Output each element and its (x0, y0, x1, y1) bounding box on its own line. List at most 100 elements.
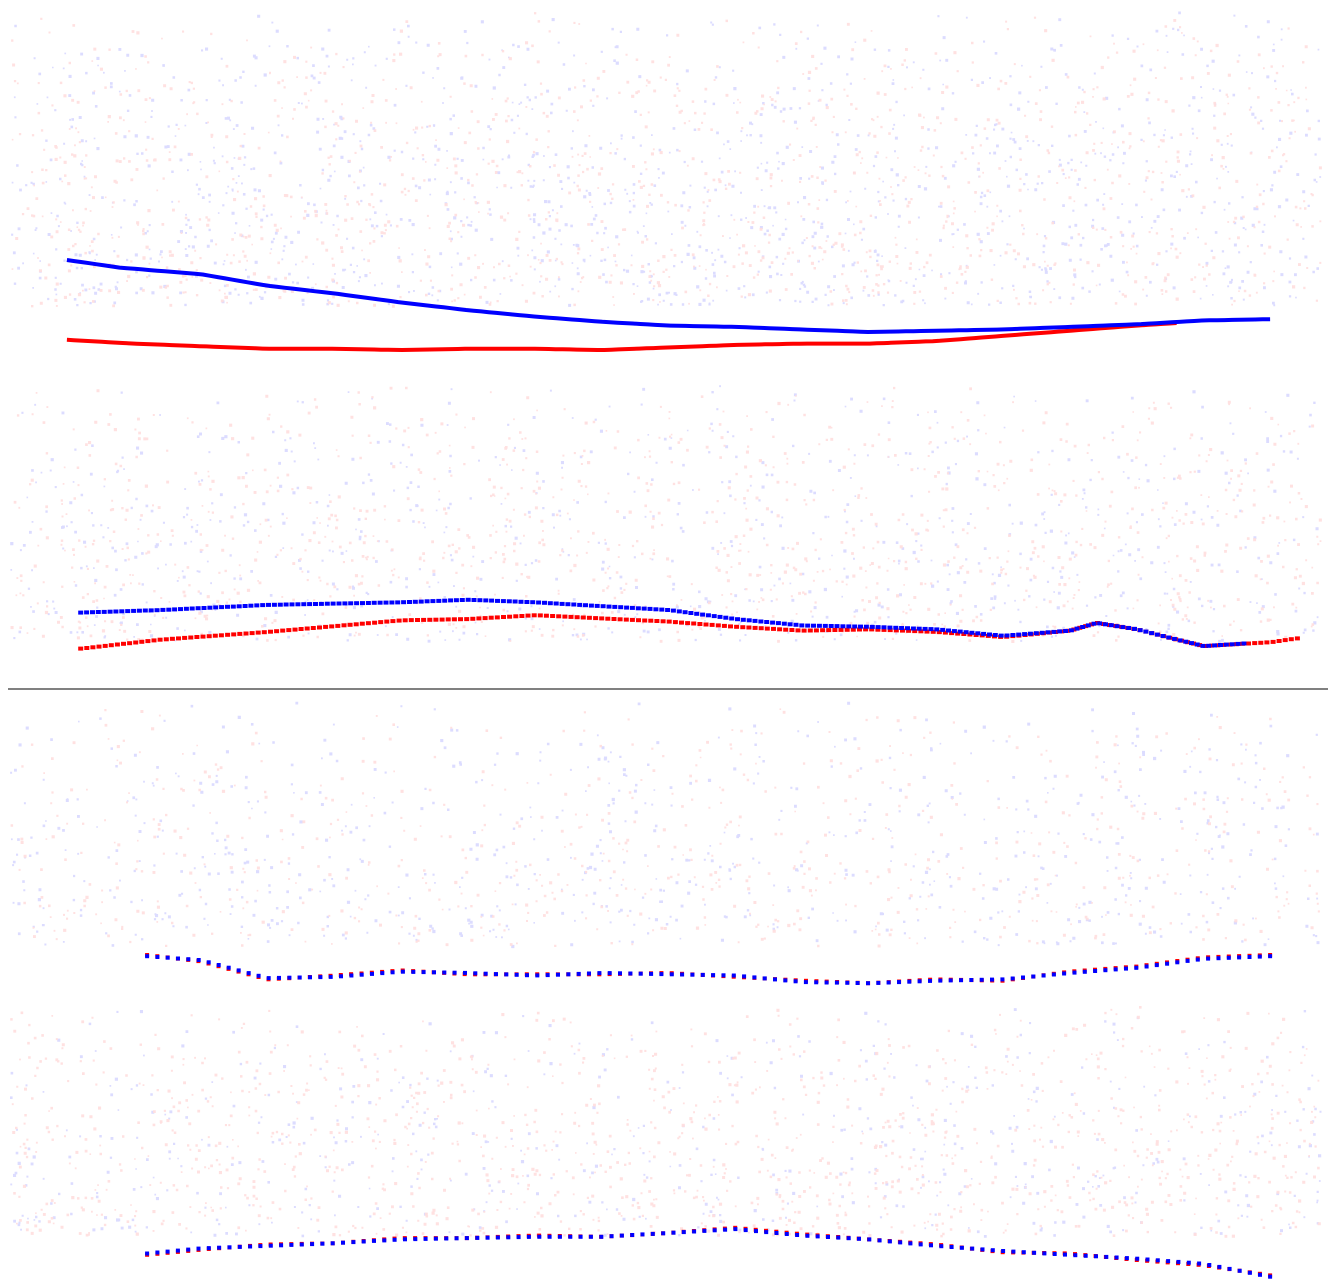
top-panel-row-2-series-b-point (850, 627, 856, 632)
bottom-panel-row-3-series-a-point (855, 981, 860, 985)
bottom-panel-row-3-series-a-point (1185, 958, 1190, 963)
top-panel-row-2-series-a-point (1143, 629, 1149, 634)
top-panel-row-2-series-b-point (218, 633, 224, 638)
bottom-panel-row-4-series-a-point (1145, 1257, 1150, 1262)
top-panel-row-2-series-a-point (752, 618, 758, 623)
top-panel-row-2-series-b-point (801, 628, 807, 633)
top-panel-row-2-series-b-point (826, 628, 832, 633)
bottom-panel-row-3-series-a-point (287, 975, 292, 980)
top-panel-row-2-series-b-point (464, 617, 470, 622)
top-panel-row-2-series-a-point (453, 598, 459, 603)
top-panel-row-2-series-a-point (90, 610, 95, 615)
top-panel-row-2-series-b-point (188, 635, 194, 640)
top-panel-row-2-series-a-point (1154, 632, 1160, 637)
bottom-panel-row-3-series-a-point (514, 972, 519, 977)
top-panel-row-2-series-a-point (688, 611, 694, 615)
top-panel-row-2-series-a-point (629, 605, 635, 610)
top-panel-row-2-series-a-point (594, 603, 600, 608)
top-panel-row-2-series-a-point (840, 624, 846, 629)
top-panel-row-2-series-a-point (1132, 626, 1137, 631)
bottom-panel-row-4-series-a-point (630, 1233, 635, 1237)
top-panel-row-2-series-b-point (451, 617, 457, 622)
bottom-panel-row-3-series-a-point (216, 963, 221, 967)
top-panel-row-2-series-a-point (248, 603, 254, 608)
top-panel-row-2-series-a-point (483, 598, 489, 603)
top-panel-row-2-series-b-point (936, 630, 942, 635)
top-panel-row-2-series-b-point (415, 618, 420, 622)
bottom-panel-row-3-series-a-point (618, 971, 622, 976)
bottom-panel-row-3-series-a-point (297, 975, 302, 980)
top-panel-row-2-series-a-point (236, 604, 242, 609)
top-panel-row-2-series-b-point (691, 621, 697, 626)
top-panel-row-2-series-a-point (119, 609, 125, 614)
bottom-panel-row-3-series-a-point (165, 955, 170, 960)
top-panel-row-2-series-a-point (565, 602, 571, 607)
top-panel-row-2-series-a-point (154, 608, 160, 613)
top-panel-row-2-series-a-point (600, 604, 606, 609)
top-panel-row-2-series-a-point (899, 626, 905, 630)
bottom-panel-row-4-series-a-point (1042, 1251, 1047, 1256)
bottom-panel-row-3-series-a-point (824, 980, 829, 985)
top-panel-row-2-series-a-point (1074, 626, 1080, 631)
bottom-panel-row-3-series-a-point (990, 977, 994, 982)
bottom-panel-row-4-series-a (145, 1227, 1273, 1279)
top-panel-row-2-series-a-point (172, 607, 178, 612)
bottom-panel-row-4-series-a-point (1114, 1255, 1119, 1260)
top-panel-row-2-series-a-point (910, 626, 916, 631)
top-panel-row-2-series-a-point (1194, 642, 1200, 647)
bottom-panel-row-3-series-a-point (535, 973, 540, 978)
top-panel-row-2-series-a-point (822, 623, 828, 628)
top-panel-row-2-series-b-point (1282, 638, 1288, 643)
bottom-panel-row-4-series-a-point (1217, 1264, 1222, 1269)
bottom-panel-row-4-series-a-point (939, 1244, 944, 1249)
top-panel-row-2-series-a-point (1033, 631, 1039, 636)
top-panel-row-2-series-b-point (243, 631, 249, 636)
bottom-panel-row-3-series-a-point (1206, 956, 1211, 961)
top-panel-row-2-series-b-point (813, 628, 819, 633)
top-panel-row-2-series-b-point (1270, 639, 1276, 644)
bottom-panel-row-3-series-a-point (566, 972, 571, 977)
top-panel-row-2-series-b-point (408, 618, 414, 623)
top-panel-row-2-series-a-point (324, 601, 330, 606)
top-panel-row-2-series-a-point (1166, 635, 1172, 640)
top-panel-row-2-series-b-point (777, 627, 783, 632)
top-panel-row-2-series-b-point (807, 628, 813, 633)
bottom-panel-row-4-series-a-point (454, 1236, 459, 1241)
top-panel-row-2-series-b-point (237, 631, 243, 636)
bottom-panel-row-3-series-a-point (359, 972, 364, 977)
bottom-panel-row-4-series-a-point (815, 1234, 820, 1239)
top-panel-row-2-series-a-point (887, 625, 893, 630)
bottom-panel-row-4-series-a-point (485, 1235, 490, 1240)
bottom-panel-row-4-series-a-point (568, 1234, 573, 1239)
bottom-panel-row-3-series-a-point (186, 957, 191, 962)
top-panel-row-2-series-b-point (90, 645, 96, 650)
bottom-panel-row-3-series-a-point (1000, 977, 1005, 982)
top-panel-row-2-series-b-point (133, 640, 139, 645)
top-panel-row-2-series-a-point (442, 598, 448, 603)
bottom-panel-row-4-series-a-point (361, 1239, 366, 1244)
bottom-panel-row-3-series-a-point (597, 971, 602, 976)
bottom-panel-row-4-series-a-point (764, 1230, 769, 1235)
top-panel-row-2-series-a-point (834, 624, 840, 629)
bottom-panel-row-4-series-a-point (248, 1244, 253, 1249)
top-panel-row-2-series-b-point (427, 617, 433, 622)
bottom-panel-row-3-series-a-point (226, 965, 231, 970)
top-panel-row-2-series-a-point (219, 605, 225, 610)
top-panel-row-2-series-b-point (488, 615, 494, 620)
bottom-panel-row-4-series-a-point (867, 1237, 872, 1242)
top-panel-row-2-series-a-point (816, 623, 822, 628)
top-panel-row-2-series-b-point (470, 616, 476, 621)
bottom-panel-row-3-series-a-point (959, 978, 963, 983)
bottom-panel-row-4-series-a-point (258, 1244, 263, 1249)
top-panel-row-2-series-b-point (347, 622, 353, 627)
top-panel-row-2-series-a-point (530, 600, 536, 605)
bottom-panel-row-3-series-a-point (1021, 975, 1025, 980)
bottom-panel-row-3-series-a-point (1144, 964, 1149, 969)
top-panel-row-2-series-b-point (274, 629, 280, 634)
trajectories (66, 258, 1300, 1279)
top-panel-row-2-series-b-point (304, 626, 310, 631)
bottom-panel-row-4-series-a-point (320, 1241, 325, 1246)
top-panel-row-2-series-a-point (1103, 622, 1108, 627)
bottom-panel-row-3-series-a-point (1237, 955, 1242, 960)
bottom-panel-row-4-series-a-point (1124, 1256, 1129, 1261)
